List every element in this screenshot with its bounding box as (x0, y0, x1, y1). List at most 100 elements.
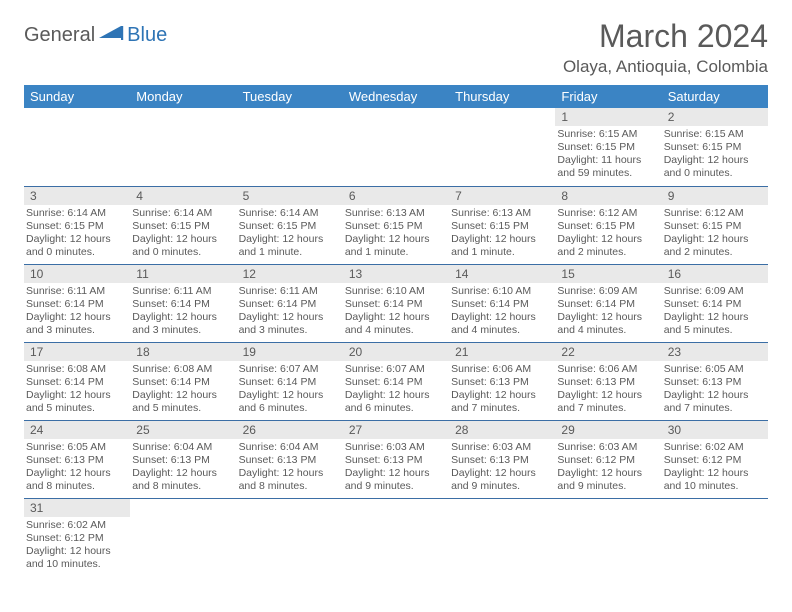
day-details: Sunrise: 6:12 AMSunset: 6:15 PMDaylight:… (662, 205, 768, 262)
day-details: Sunrise: 6:15 AMSunset: 6:15 PMDaylight:… (555, 126, 661, 183)
flag-icon (99, 24, 125, 47)
day-details: Sunrise: 6:02 AMSunset: 6:12 PMDaylight:… (662, 439, 768, 496)
logo-text-general: General (24, 24, 95, 47)
calendar-cell-empty (130, 498, 236, 576)
day-details: Sunrise: 6:11 AMSunset: 6:14 PMDaylight:… (24, 283, 130, 340)
day-details: Sunrise: 6:03 AMSunset: 6:13 PMDaylight:… (343, 439, 449, 496)
day-details: Sunrise: 6:15 AMSunset: 6:15 PMDaylight:… (662, 126, 768, 183)
calendar-cell: 1Sunrise: 6:15 AMSunset: 6:15 PMDaylight… (555, 108, 661, 186)
day-details: Sunrise: 6:13 AMSunset: 6:15 PMDaylight:… (343, 205, 449, 262)
day-details: Sunrise: 6:11 AMSunset: 6:14 PMDaylight:… (237, 283, 343, 340)
header: General Blue March 2024 Olaya, Antioquia… (24, 18, 768, 77)
calendar-cell: 26Sunrise: 6:04 AMSunset: 6:13 PMDayligh… (237, 420, 343, 498)
day-number: 15 (555, 265, 661, 283)
day-number: 11 (130, 265, 236, 283)
calendar-cell: 17Sunrise: 6:08 AMSunset: 6:14 PMDayligh… (24, 342, 130, 420)
day-number: 24 (24, 421, 130, 439)
day-header: Saturday (662, 85, 768, 108)
day-number: 25 (130, 421, 236, 439)
day-details: Sunrise: 6:03 AMSunset: 6:12 PMDaylight:… (555, 439, 661, 496)
calendar-cell: 30Sunrise: 6:02 AMSunset: 6:12 PMDayligh… (662, 420, 768, 498)
calendar-cell: 2Sunrise: 6:15 AMSunset: 6:15 PMDaylight… (662, 108, 768, 186)
calendar-cell: 13Sunrise: 6:10 AMSunset: 6:14 PMDayligh… (343, 264, 449, 342)
day-details: Sunrise: 6:13 AMSunset: 6:15 PMDaylight:… (449, 205, 555, 262)
calendar-body: 1Sunrise: 6:15 AMSunset: 6:15 PMDaylight… (24, 108, 768, 576)
day-details: Sunrise: 6:02 AMSunset: 6:12 PMDaylight:… (24, 517, 130, 574)
calendar-row: 10Sunrise: 6:11 AMSunset: 6:14 PMDayligh… (24, 264, 768, 342)
calendar-cell: 16Sunrise: 6:09 AMSunset: 6:14 PMDayligh… (662, 264, 768, 342)
logo: General Blue (24, 24, 167, 47)
calendar-cell: 28Sunrise: 6:03 AMSunset: 6:13 PMDayligh… (449, 420, 555, 498)
day-details: Sunrise: 6:06 AMSunset: 6:13 PMDaylight:… (555, 361, 661, 418)
title-block: March 2024 Olaya, Antioquia, Colombia (563, 18, 768, 77)
day-details: Sunrise: 6:09 AMSunset: 6:14 PMDaylight:… (555, 283, 661, 340)
day-details: Sunrise: 6:07 AMSunset: 6:14 PMDaylight:… (237, 361, 343, 418)
calendar-row: 31Sunrise: 6:02 AMSunset: 6:12 PMDayligh… (24, 498, 768, 576)
calendar-cell-empty (449, 498, 555, 576)
day-number: 26 (237, 421, 343, 439)
calendar-cell: 29Sunrise: 6:03 AMSunset: 6:12 PMDayligh… (555, 420, 661, 498)
day-number: 19 (237, 343, 343, 361)
calendar-cell-empty (130, 108, 236, 186)
calendar-row: 1Sunrise: 6:15 AMSunset: 6:15 PMDaylight… (24, 108, 768, 186)
day-details: Sunrise: 6:09 AMSunset: 6:14 PMDaylight:… (662, 283, 768, 340)
day-number: 12 (237, 265, 343, 283)
day-number: 4 (130, 187, 236, 205)
calendar-cell: 3Sunrise: 6:14 AMSunset: 6:15 PMDaylight… (24, 186, 130, 264)
day-details: Sunrise: 6:14 AMSunset: 6:15 PMDaylight:… (237, 205, 343, 262)
day-number: 23 (662, 343, 768, 361)
day-number: 5 (237, 187, 343, 205)
calendar-cell-empty (555, 498, 661, 576)
day-header: Sunday (24, 85, 130, 108)
calendar-cell: 15Sunrise: 6:09 AMSunset: 6:14 PMDayligh… (555, 264, 661, 342)
calendar-cell: 11Sunrise: 6:11 AMSunset: 6:14 PMDayligh… (130, 264, 236, 342)
day-header: Friday (555, 85, 661, 108)
calendar-cell: 22Sunrise: 6:06 AMSunset: 6:13 PMDayligh… (555, 342, 661, 420)
calendar-cell: 19Sunrise: 6:07 AMSunset: 6:14 PMDayligh… (237, 342, 343, 420)
day-number: 27 (343, 421, 449, 439)
day-number: 28 (449, 421, 555, 439)
day-number: 7 (449, 187, 555, 205)
calendar-cell-empty (662, 498, 768, 576)
day-number: 3 (24, 187, 130, 205)
day-details: Sunrise: 6:10 AMSunset: 6:14 PMDaylight:… (343, 283, 449, 340)
calendar-cell: 27Sunrise: 6:03 AMSunset: 6:13 PMDayligh… (343, 420, 449, 498)
day-number: 13 (343, 265, 449, 283)
day-number: 16 (662, 265, 768, 283)
day-details: Sunrise: 6:08 AMSunset: 6:14 PMDaylight:… (130, 361, 236, 418)
location: Olaya, Antioquia, Colombia (563, 57, 768, 77)
calendar-cell-empty (343, 108, 449, 186)
calendar-cell-empty (343, 498, 449, 576)
calendar-row: 3 Sunrise: 6:14 AMSunset: 6:15 PMDaylight… (24, 186, 768, 264)
day-header: Monday (130, 85, 236, 108)
calendar-table: SundayMondayTuesdayWednesdayThursdayFrid… (24, 85, 768, 576)
day-header: Thursday (449, 85, 555, 108)
day-number: 14 (449, 265, 555, 283)
day-number: 9 (662, 187, 768, 205)
day-number: 22 (555, 343, 661, 361)
calendar-cell: 7Sunrise: 6:13 AMSunset: 6:15 PMDaylight… (449, 186, 555, 264)
calendar-cell: 25Sunrise: 6:04 AMSunset: 6:13 PMDayligh… (130, 420, 236, 498)
day-number: 17 (24, 343, 130, 361)
day-header: Tuesday (237, 85, 343, 108)
day-details: Sunrise: 6:06 AMSunset: 6:13 PMDaylight:… (449, 361, 555, 418)
day-header-row: SundayMondayTuesdayWednesdayThursdayFrid… (24, 85, 768, 108)
day-details: Sunrise: 6:11 AMSunset: 6:14 PMDaylight:… (130, 283, 236, 340)
day-details: Sunrise: 6:03 AMSunset: 6:13 PMDaylight:… (449, 439, 555, 496)
calendar-cell: 8Sunrise: 6:12 AMSunset: 6:15 PMDaylight… (555, 186, 661, 264)
calendar-cell: 6Sunrise: 6:13 AMSunset: 6:15 PMDaylight… (343, 186, 449, 264)
calendar-cell: 4Sunrise: 6:14 AMSunset: 6:15 PMDaylight… (130, 186, 236, 264)
calendar-cell: 14Sunrise: 6:10 AMSunset: 6:14 PMDayligh… (449, 264, 555, 342)
calendar-cell-empty (237, 498, 343, 576)
calendar-cell: 10Sunrise: 6:11 AMSunset: 6:14 PMDayligh… (24, 264, 130, 342)
calendar-cell: 9Sunrise: 6:12 AMSunset: 6:15 PMDaylight… (662, 186, 768, 264)
calendar-row: 17Sunrise: 6:08 AMSunset: 6:14 PMDayligh… (24, 342, 768, 420)
day-details: Sunrise: 6:08 AMSunset: 6:14 PMDaylight:… (24, 361, 130, 418)
calendar-cell-empty (237, 108, 343, 186)
day-number: 20 (343, 343, 449, 361)
day-details: Sunrise: 6:04 AMSunset: 6:13 PMDaylight:… (237, 439, 343, 496)
day-number: 21 (449, 343, 555, 361)
day-number: 29 (555, 421, 661, 439)
calendar-cell: 23Sunrise: 6:05 AMSunset: 6:13 PMDayligh… (662, 342, 768, 420)
calendar-cell-empty (449, 108, 555, 186)
